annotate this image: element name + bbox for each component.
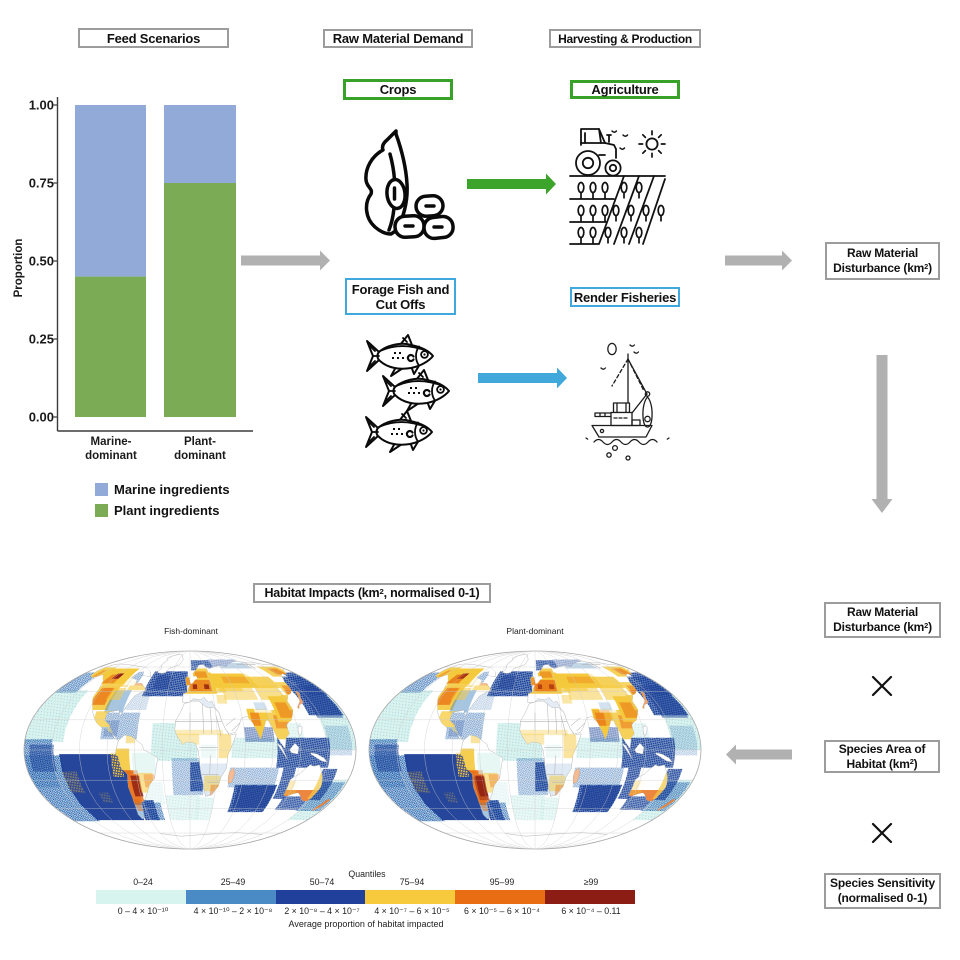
svg-text:dominant: dominant	[85, 450, 137, 462]
svg-text:0.75: 0.75	[29, 176, 54, 191]
svg-text:Plant ingredients: Plant ingredients	[114, 503, 219, 518]
svg-text:Plant-: Plant-	[184, 436, 216, 448]
svg-text:Marine ingredients: Marine ingredients	[114, 482, 230, 497]
svg-text:0.50: 0.50	[29, 254, 54, 269]
svg-text:Proportion: Proportion	[13, 239, 25, 298]
svg-text:0.25: 0.25	[29, 332, 54, 347]
svg-text:1.00: 1.00	[29, 98, 54, 113]
svg-text:0.00: 0.00	[29, 410, 54, 425]
svg-text:dominant: dominant	[174, 450, 226, 462]
svg-text:Marine-: Marine-	[91, 436, 132, 448]
